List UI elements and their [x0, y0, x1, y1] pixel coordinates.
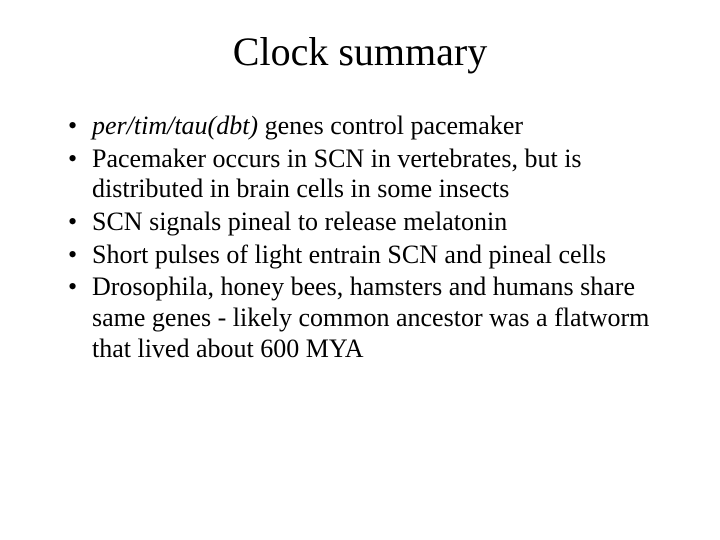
- slide: Clock summary per/tim/tau(dbt) genes con…: [0, 0, 720, 540]
- bullet-text: Drosophila, honey bees, hamsters and hum…: [92, 272, 649, 362]
- list-item: per/tim/tau(dbt) genes control pacemaker: [68, 111, 672, 142]
- list-item: Short pulses of light entrain SCN and pi…: [68, 240, 672, 271]
- slide-title: Clock summary: [48, 28, 672, 75]
- bullet-list: per/tim/tau(dbt) genes control pacemaker…: [68, 111, 672, 364]
- bullet-text: SCN signals pineal to release melatonin: [92, 207, 507, 236]
- list-item: SCN signals pineal to release melatonin: [68, 207, 672, 238]
- italic-text: per/tim/tau(dbt): [92, 111, 258, 140]
- list-item: Pacemaker occurs in SCN in vertebrates, …: [68, 144, 672, 205]
- list-item: Drosophila, honey bees, hamsters and hum…: [68, 272, 672, 364]
- bullet-text: Short pulses of light entrain SCN and pi…: [92, 240, 606, 269]
- bullet-text: Pacemaker occurs in SCN in vertebrates, …: [92, 144, 582, 204]
- bullet-text: genes control pacemaker: [258, 111, 523, 140]
